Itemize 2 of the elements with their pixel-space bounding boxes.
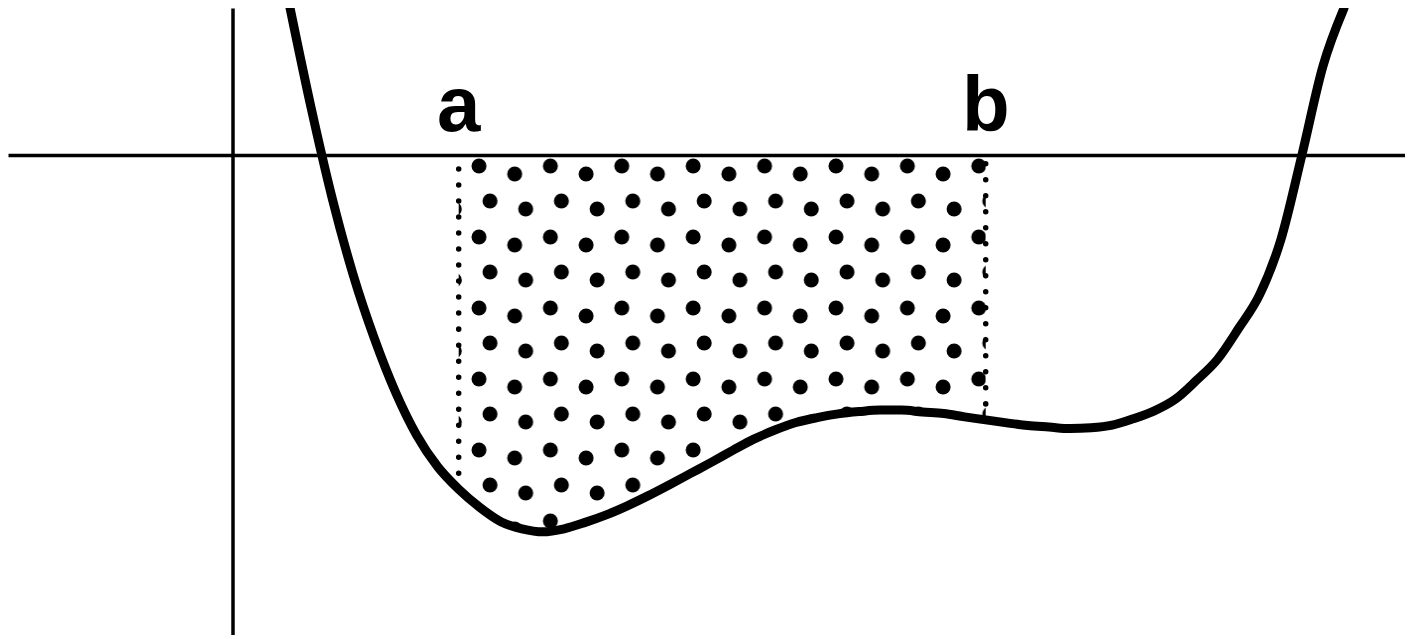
annotation: a [437, 59, 481, 148]
annotation: b [961, 59, 1010, 148]
